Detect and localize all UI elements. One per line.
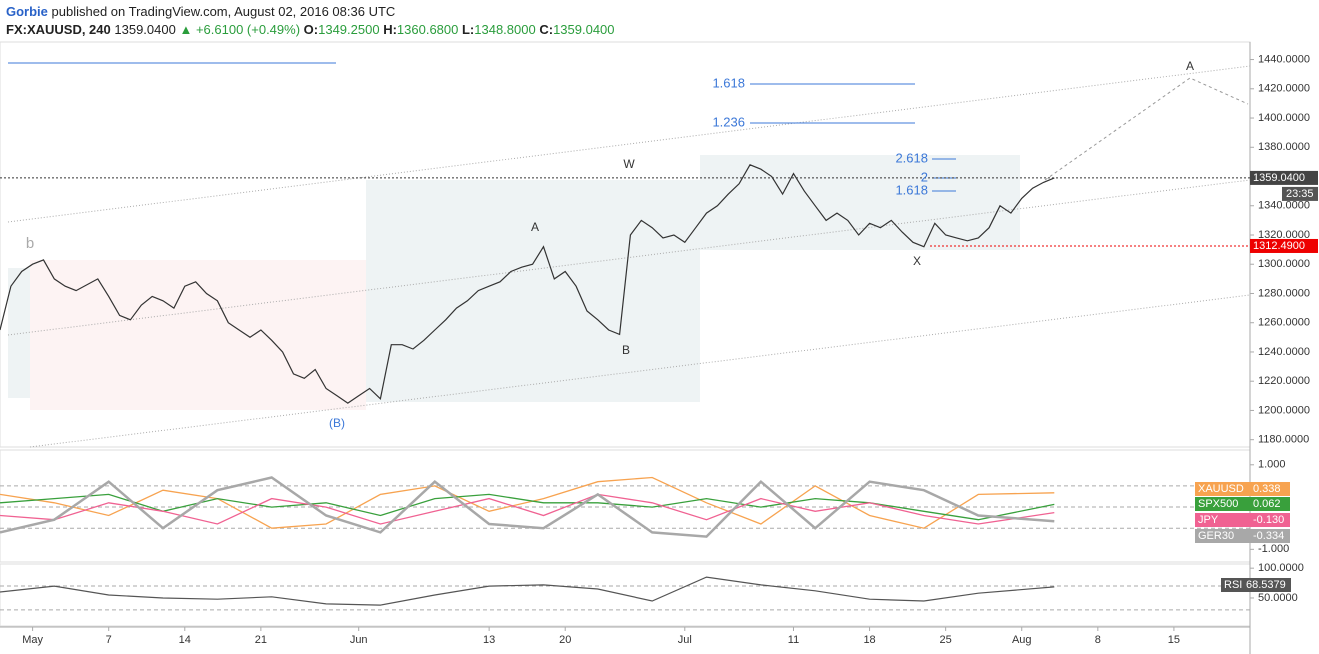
y-tick-label: 50.0000 xyxy=(1258,592,1298,604)
y-tick-label: 1300.0000 xyxy=(1258,258,1310,270)
high: 1360.6800 xyxy=(396,22,459,37)
y-tick-label: -1.000 xyxy=(1258,543,1289,555)
open: 1349.2500 xyxy=(318,22,380,37)
price-tag xyxy=(1250,170,1318,185)
fib-label: 1.618 xyxy=(895,182,928,197)
series-name: GER30 xyxy=(1198,530,1234,542)
wave-label: A xyxy=(531,220,539,234)
rsi-tag xyxy=(1221,578,1291,592)
wave-label: (B) xyxy=(329,416,345,430)
y-tick-label: 1440.0000 xyxy=(1258,53,1310,65)
key: O: xyxy=(303,22,319,37)
x-tick-label: 21 xyxy=(255,634,267,646)
wave-label: W xyxy=(623,157,635,171)
series-line xyxy=(0,476,1055,529)
series-value: 0.062 xyxy=(1253,498,1281,510)
x-tick-label: 14 xyxy=(179,634,191,646)
x-tick-label: 20 xyxy=(559,634,571,646)
zone-box xyxy=(366,180,700,402)
author: Gorbie xyxy=(6,4,48,19)
x-tick-label: 7 xyxy=(106,634,112,646)
channel-line xyxy=(29,294,1251,448)
series-value: -0.334 xyxy=(1253,530,1284,542)
header: Gorbie published on TradingView.com, Aug… xyxy=(6,3,615,39)
projection xyxy=(1044,77,1249,181)
fib-label: 2.618 xyxy=(895,150,928,165)
change: +6.6100 (+0.49%) xyxy=(195,22,301,37)
y-tick-label: 1380.0000 xyxy=(1258,141,1310,153)
line xyxy=(0,164,1055,404)
series-name: JPY xyxy=(1198,514,1219,526)
zone-box xyxy=(8,268,30,398)
fib-label: 2 xyxy=(921,169,928,184)
last: 1359.0400 xyxy=(114,22,176,37)
series-tag xyxy=(1195,482,1290,496)
y-tick-label: 1340.0000 xyxy=(1258,200,1310,212)
y-tick-label: 100.0000 xyxy=(1258,562,1304,574)
x-tick-label: 25 xyxy=(940,634,952,646)
y-tick-label: 1400.0000 xyxy=(1258,112,1310,124)
wave-label: A xyxy=(1186,59,1194,73)
price-tag xyxy=(1282,186,1318,201)
publish-line: Gorbie published on TradingView.com, Aug… xyxy=(6,3,615,21)
x-tick-label: 15 xyxy=(1168,634,1180,646)
series-tag xyxy=(1195,497,1290,511)
up-arrow: ▲ xyxy=(179,22,193,37)
zone-box xyxy=(30,260,366,410)
line xyxy=(0,576,1055,606)
wave-label: b xyxy=(26,235,34,252)
price-tag-label: 1312.4900 xyxy=(1253,240,1305,252)
x-tick-label: 8 xyxy=(1095,634,1101,646)
price-tag xyxy=(1250,238,1318,253)
y-tick-label: 1180.0000 xyxy=(1258,434,1309,446)
x-tick-label: 13 xyxy=(483,634,495,646)
price-tag-label: 23:35 xyxy=(1286,188,1314,200)
published: published on TradingView.com, August 02,… xyxy=(51,4,396,19)
series-name: XAUUSD xyxy=(1198,483,1244,495)
price-tag-label: 1359.0400 xyxy=(1253,172,1305,184)
close: 1359.0400 xyxy=(553,22,615,37)
x-tick-label: 18 xyxy=(863,634,875,646)
y-tick-label: 1220.0000 xyxy=(1258,375,1310,387)
series-name: SPX500 xyxy=(1198,498,1238,510)
series-value: -0.130 xyxy=(1253,514,1284,526)
series-line xyxy=(0,493,1055,525)
y-tick-label: 1420.0000 xyxy=(1258,83,1310,95)
low: 1348.8000 xyxy=(474,22,536,37)
rsi-value: 68.5379 xyxy=(1246,579,1286,591)
series-value: 0.338 xyxy=(1253,483,1281,495)
x-tick-label: Aug xyxy=(1012,634,1032,646)
x-tick-label: 11 xyxy=(788,634,799,646)
key: C: xyxy=(539,22,554,37)
y-tick-label: 1240.0000 xyxy=(1258,346,1310,358)
wave-label: B xyxy=(622,343,630,357)
quote-line: FX:XAUUSD, 240 1359.0400 ▲ +6.6100 (+0.4… xyxy=(6,21,615,39)
fib-label: 1.618 xyxy=(712,75,745,90)
series-line xyxy=(0,493,1055,521)
key: L: xyxy=(461,22,475,37)
wave-label: X xyxy=(913,254,921,268)
y-tick-label: 1260.0000 xyxy=(1258,317,1310,329)
x-tick-label: Jun xyxy=(350,634,368,646)
y-tick-label: 1.000 xyxy=(1258,459,1286,471)
series-line xyxy=(0,476,1055,538)
key: H: xyxy=(383,22,397,37)
x-tick-label: May xyxy=(22,634,43,646)
y-tick-label: 1200.0000 xyxy=(1258,404,1310,416)
series-tag xyxy=(1195,513,1290,527)
y-tick-label: 1280.0000 xyxy=(1258,287,1310,299)
series-tag xyxy=(1195,529,1290,543)
fib-label: 1.236 xyxy=(712,114,745,129)
symbol: FX:XAUUSD, 240 xyxy=(6,22,111,37)
y-tick-label: 1320.0000 xyxy=(1258,229,1310,241)
x-tick-label: Jul xyxy=(678,634,692,646)
rsi-name: RSI xyxy=(1224,579,1242,591)
